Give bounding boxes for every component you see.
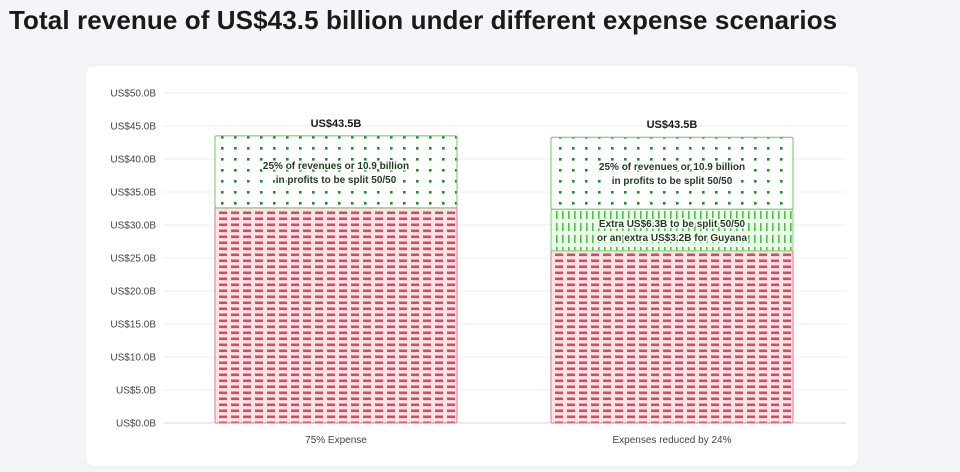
bar-segment-profit — [214, 135, 458, 209]
y-tick-label: US$0.0B — [116, 419, 156, 430]
y-tick-label: US$15.0B — [110, 320, 156, 331]
chart-card: US$0.0B US$5.0B US$10.0B US$15.0B US$20.0B US… — [86, 66, 858, 466]
page-title: Total revenue of US$43.5 billion under d… — [9, 5, 838, 35]
bar-total-label: US$43.5B — [647, 119, 698, 131]
segment-label: 25% of revenues or 10.9 billion in profit… — [263, 161, 409, 186]
y-tick-label: US$50.0B — [110, 89, 156, 100]
bar-segment-profit — [550, 136, 794, 210]
y-axis-tick-labels: US$0.0B US$5.0B US$10.0B US$15.0B US$20.0B US… — [110, 89, 156, 430]
segment-label: 25% of revenues or 10.9 billion in profit… — [599, 162, 745, 187]
bars — [214, 135, 794, 424]
x-category-label: Expenses reduced by 24% — [613, 435, 732, 446]
bar-total-label: US$43.5B — [311, 118, 362, 130]
y-tick-label: US$30.0B — [110, 221, 156, 232]
bar-segment-expense — [550, 250, 794, 424]
y-tick-label: US$25.0B — [110, 254, 156, 265]
bar-segment-expense — [214, 207, 458, 424]
segment-label: Extra US$6.3B to be split 50/50 or an ext… — [597, 219, 747, 244]
y-tick-label: US$20.0B — [110, 287, 156, 298]
y-tick-label: US$40.0B — [110, 155, 156, 166]
y-tick-label: US$45.0B — [110, 122, 156, 133]
x-category-label: 75% Expense — [305, 435, 367, 446]
stacked-bar-chart: US$0.0B US$5.0B US$10.0B US$15.0B US$20.0B US… — [110, 89, 846, 446]
y-tick-label: US$35.0B — [110, 188, 156, 199]
data-labels: 25% of revenues or 10.9 billion in profit… — [261, 118, 749, 246]
y-tick-label: US$10.0B — [110, 353, 156, 364]
y-tick-label: US$5.0B — [116, 386, 156, 397]
x-axis-category-labels: 75% Expense Expenses reduced by 24% — [305, 435, 731, 446]
